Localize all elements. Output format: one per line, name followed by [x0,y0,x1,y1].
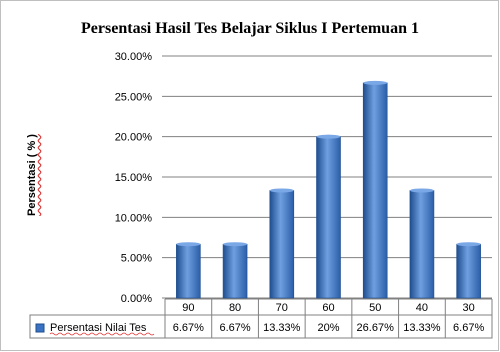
y-tick-label: 5.00% [121,253,152,265]
chart-title: Persentasi Hasil Tes Belajar Siklus I Pe… [81,20,419,37]
category-label: 30 [463,302,475,314]
bar-top [456,242,481,247]
bar-top [409,188,434,193]
data-label: 26.67% [357,322,395,334]
spellcheck-underline [49,332,155,336]
y-tick-label: 0.00% [121,293,152,305]
category-label: 90 [182,302,194,314]
legend-swatch [35,323,45,333]
bar-top [363,80,388,85]
legend-label: Persentasi Nilai Tes [50,322,147,334]
y-tick-label: 10.00% [115,212,153,224]
y-tick-label: 15.00% [115,172,153,184]
category-label: 50 [369,302,381,314]
bar-top [316,134,341,139]
data-label: 6.67% [173,322,204,334]
bar [409,190,435,299]
category-label: 80 [229,302,241,314]
bar-top [176,242,201,247]
bar [316,136,341,299]
bar [269,190,295,299]
y-tick-label: 30.00% [115,51,153,63]
category-label: 70 [276,302,288,314]
category-label: 40 [416,302,428,314]
category-label: 60 [322,302,334,314]
data-label: 6.67% [453,322,484,334]
bar [222,243,248,299]
y-tick-label: 20.00% [115,132,153,144]
bar [456,243,481,299]
bar-top [223,242,248,247]
data-label: 13.33% [263,322,301,334]
bar [362,82,388,299]
bar [176,243,201,299]
y-tick-label: 25.00% [115,91,153,103]
data-label: 6.67% [219,322,250,334]
data-label: 13.33% [403,322,441,334]
data-label: 20% [317,322,339,334]
bar-top [269,188,294,193]
